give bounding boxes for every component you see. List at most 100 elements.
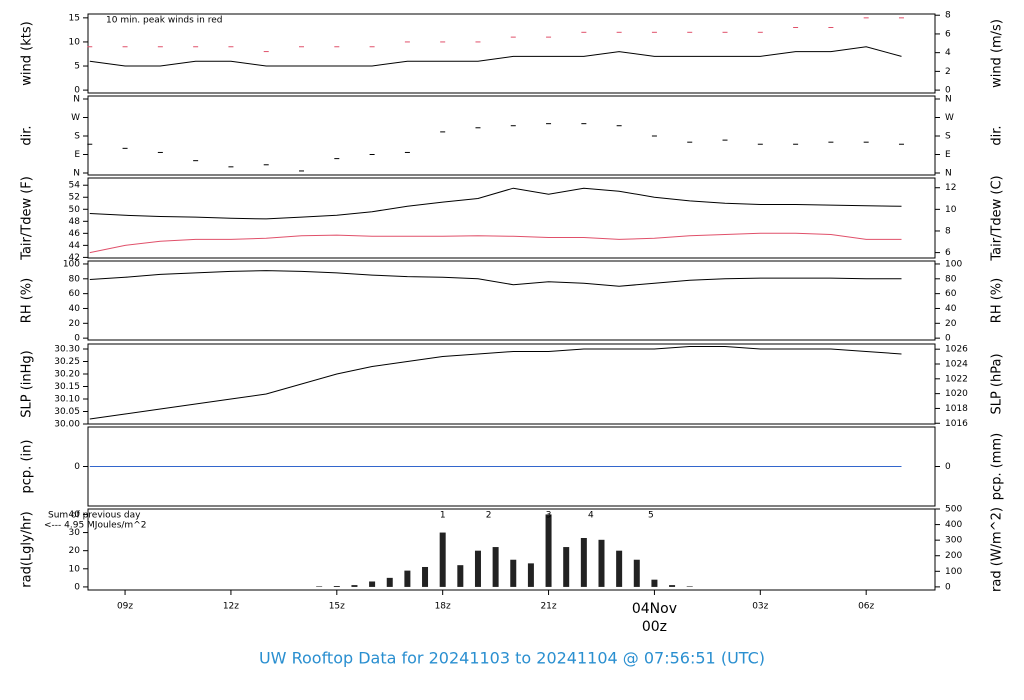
bar — [651, 579, 658, 587]
chart-title: UW Rooftop Data for 20241103 to 20241104… — [259, 649, 765, 668]
y2-tick-label: 60 — [945, 289, 957, 299]
bar — [404, 570, 411, 587]
y-tick-label: 0 — [74, 86, 80, 96]
y2-tick-label: 1018 — [945, 404, 968, 414]
bar — [369, 581, 376, 587]
panel-frame — [87, 13, 936, 94]
bar — [422, 566, 429, 587]
bar — [510, 559, 517, 587]
y-tick-label: 20 — [69, 546, 81, 556]
series-line — [89, 232, 902, 254]
y-tick-label: 20 — [69, 319, 81, 329]
bar — [457, 565, 464, 587]
bar — [316, 586, 323, 587]
y-tick-label: E — [74, 150, 80, 160]
x-tick-label: 21z — [540, 602, 556, 612]
x-tick-label: 18z — [435, 602, 451, 612]
y2-tick-label: E — [945, 150, 951, 160]
panel-frame — [87, 260, 936, 341]
bar — [686, 586, 693, 587]
y2-tick-label: N — [945, 169, 952, 179]
y-tick-label: 5 — [74, 62, 80, 72]
y-tick-label: 30.15 — [54, 382, 80, 392]
series-line — [89, 270, 902, 287]
y-tick-label: N — [73, 169, 80, 179]
y2-tick-label: 0 — [945, 582, 951, 592]
y2-tick-label: 1022 — [945, 374, 968, 384]
y2-tick-label: 20 — [945, 319, 957, 329]
x-tick-label: 06z — [858, 602, 874, 612]
y2-tick-label: 0 — [945, 334, 951, 344]
y-tick-label: 60 — [69, 289, 81, 299]
x-tick-label: 09z — [117, 602, 133, 612]
bar — [333, 586, 340, 587]
y-tick-label: W — [71, 113, 80, 123]
x-tick-sublabel: 00z — [642, 619, 667, 635]
y2-tick-label: 1016 — [945, 419, 968, 429]
y-tick-label: S — [74, 132, 80, 142]
y-tick-label: 0 — [74, 582, 80, 592]
y-tick-label: 100 — [63, 259, 80, 269]
y-tick-label: 54 — [69, 181, 81, 191]
annotation: <--- 4.95 MJoules/m^2 — [44, 521, 146, 531]
bar — [386, 577, 393, 587]
series-line — [89, 187, 902, 220]
y-tick-label: 30.05 — [54, 407, 80, 417]
x-tick-label: 04Nov — [632, 601, 677, 617]
y-axis-label: rad(Lgly/hr) — [20, 511, 35, 587]
y-tick-label: 10 — [69, 37, 81, 47]
y-tick-label: 42 — [69, 253, 80, 263]
y2-tick-label: W — [945, 113, 954, 123]
y-axis-label: wind (kts) — [20, 21, 35, 85]
bar — [563, 547, 570, 587]
y-tick-label: 30.00 — [54, 420, 80, 430]
panel-frame — [87, 508, 936, 591]
y2-tick-label: 6 — [945, 29, 951, 39]
hour-mark: 2 — [486, 511, 492, 521]
y2-tick-label: 0 — [945, 462, 951, 472]
bar — [580, 537, 587, 587]
y-tick-label: 30.25 — [54, 357, 80, 367]
y-tick-label: 44 — [69, 241, 81, 251]
y-tick-label: N — [73, 95, 80, 105]
y2-axis-label: SLP (hPa) — [990, 353, 1005, 414]
hour-mark: 3 — [546, 511, 552, 521]
y-tick-label: 30.10 — [54, 395, 80, 405]
y-tick-label: 50 — [69, 205, 81, 215]
y2-tick-label: 100 — [945, 259, 962, 269]
y2-tick-label: 1026 — [945, 345, 968, 355]
y-tick-label: 30.30 — [54, 345, 80, 355]
y2-axis-label: wind (m/s) — [990, 19, 1005, 88]
hour-mark: 5 — [648, 511, 654, 521]
y-axis-label: Tair/Tdew (F) — [20, 176, 35, 261]
y-tick-label: 52 — [69, 193, 80, 203]
y2-tick-label: 8 — [945, 11, 951, 21]
y2-tick-label: 2 — [945, 67, 951, 77]
y2-tick-label: 500 — [945, 505, 962, 515]
y2-tick-label: 200 — [945, 551, 962, 561]
bar — [598, 539, 605, 587]
y-tick-label: 30.20 — [54, 370, 80, 380]
y-tick-label: 10 — [69, 564, 81, 574]
y2-tick-label: S — [945, 132, 951, 142]
annotation: Sum of previous day — [48, 511, 141, 521]
y2-tick-label: 6 — [945, 248, 951, 258]
bar — [351, 585, 358, 587]
bar — [527, 563, 534, 587]
bar — [633, 559, 640, 587]
y2-axis-label: Tair/Tdew (C) — [990, 175, 1005, 261]
y2-tick-label: 8 — [945, 226, 951, 236]
panel-frame — [87, 343, 936, 425]
series-line — [89, 46, 902, 67]
y2-tick-label: 40 — [945, 304, 957, 314]
bar — [439, 532, 446, 587]
hour-mark: 1 — [440, 511, 446, 521]
bar — [492, 547, 499, 587]
y2-tick-label: 100 — [945, 567, 962, 577]
y2-tick-label: 400 — [945, 520, 962, 530]
x-tick-label: 15z — [329, 602, 345, 612]
hour-mark: 4 — [588, 511, 594, 521]
y-tick-label: 40 — [69, 304, 81, 314]
